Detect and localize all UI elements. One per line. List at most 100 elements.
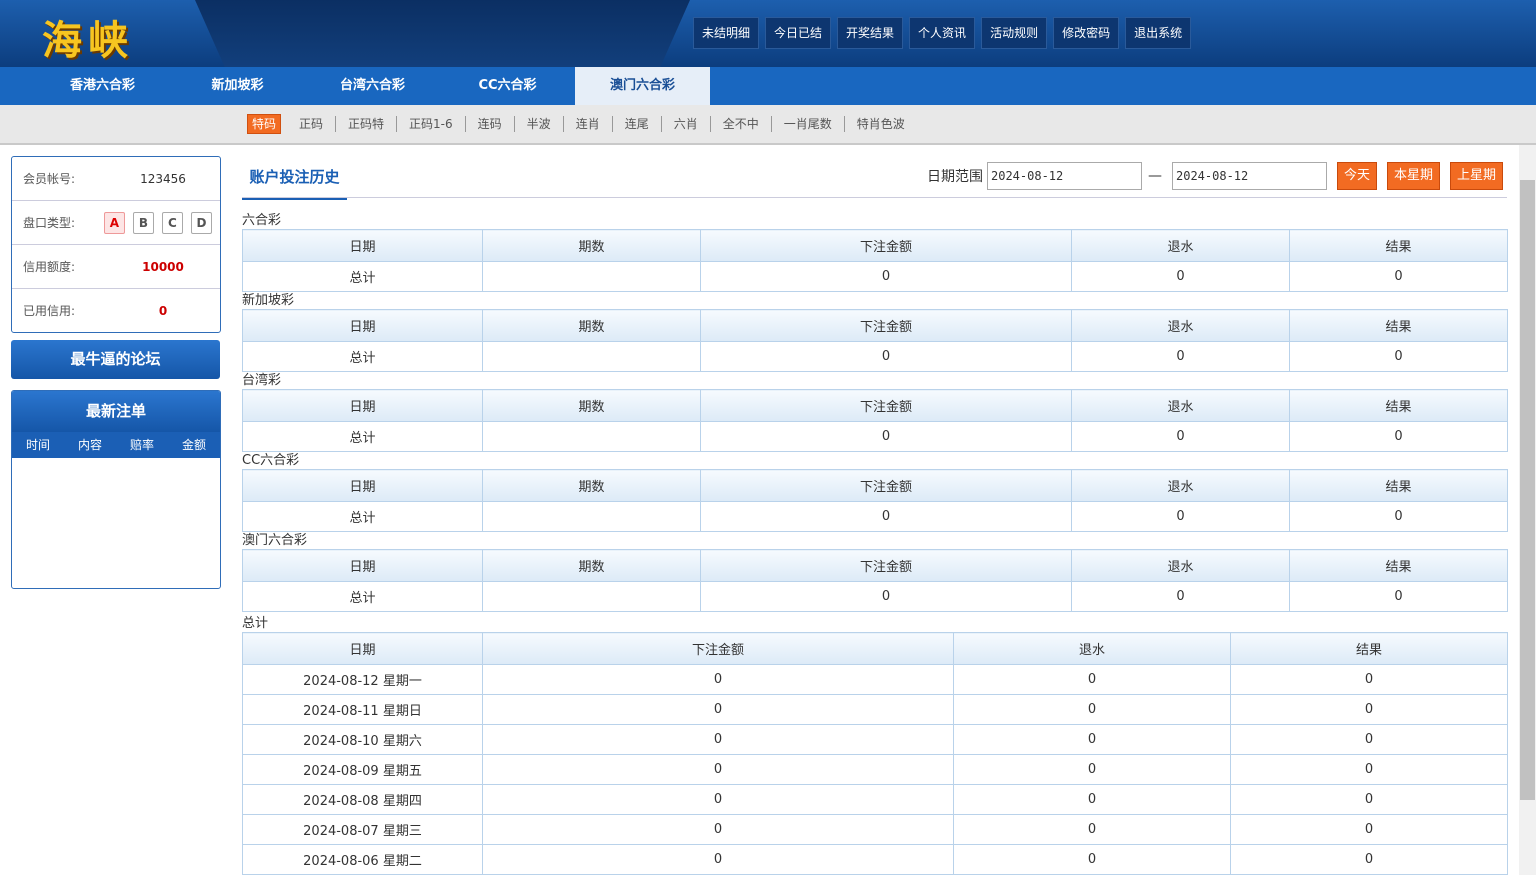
- info-label: 已用信用:: [23, 304, 76, 318]
- cell: 0: [1289, 421, 1508, 452]
- column-header: 下注金额: [700, 469, 1072, 502]
- cell: 0: [1230, 814, 1508, 845]
- table: 日期 下注金额 退水 结果 2024-08-12 星期一 0 0 0 2024-08-11 星期…: [242, 632, 1508, 875]
- main-title: 账户投注历史: [242, 160, 347, 200]
- scroll-thumb[interactable]: [1520, 180, 1535, 800]
- divider: [242, 197, 1507, 198]
- forum-button[interactable]: 最牛逼的论坛: [11, 340, 220, 379]
- info-value: 10000: [142, 259, 184, 274]
- cell: 0: [1230, 724, 1508, 755]
- column-header: 期数: [482, 309, 701, 342]
- tab[interactable]: CC六合彩: [478, 78, 537, 93]
- cell: 总计: [242, 581, 483, 612]
- row: 2024-08-09 星期五 0 0 0: [242, 754, 1508, 785]
- info-row: 盘口类型: A B C D: [12, 201, 220, 245]
- cell: 0: [953, 724, 1231, 755]
- cell: 0: [953, 694, 1231, 725]
- column-header: 日期: [242, 549, 483, 582]
- latest-columns: 时间 内容 赔率 金额: [12, 432, 220, 458]
- cell: 2024-08-07 星期三: [242, 814, 483, 845]
- plate-option[interactable]: D: [190, 211, 212, 234]
- column-header: 结果: [1289, 229, 1508, 262]
- cell: 0: [482, 784, 954, 815]
- row: 2024-08-08 星期四 0 0 0: [242, 784, 1508, 815]
- column-header: 下注金额: [700, 389, 1072, 422]
- sub-tab[interactable]: 一肖尾数: [772, 116, 845, 132]
- column-header: 下注金额: [700, 549, 1072, 582]
- range-button[interactable]: 本星期: [1387, 162, 1441, 190]
- menu-item[interactable]: 退出系统: [1125, 17, 1192, 49]
- sub-tab[interactable]: 连尾: [613, 116, 662, 132]
- cell: 0: [1289, 501, 1508, 532]
- plate-option[interactable]: B: [132, 211, 154, 234]
- menu-item[interactable]: 修改密码: [1053, 17, 1120, 49]
- plate-option[interactable]: C: [161, 211, 183, 234]
- header-row: 日期 期数 下注金额 退水 结果: [242, 469, 1508, 502]
- cell: 0: [482, 814, 954, 845]
- cell: 2024-08-09 星期五: [242, 754, 483, 785]
- table: 日期 期数 下注金额 退水 结果 总计 0 0 0: [242, 229, 1508, 292]
- menu-item[interactable]: 开奖结果: [837, 17, 904, 49]
- menu-item[interactable]: 活动规则: [981, 17, 1048, 49]
- cell: 0: [482, 694, 954, 725]
- sub-tab[interactable]: 正码特: [336, 116, 398, 132]
- sub-tab[interactable]: 特码: [247, 114, 282, 134]
- cell: 0: [1230, 664, 1508, 695]
- column-header: 期数: [482, 229, 701, 262]
- section-name: CC六合彩: [242, 453, 300, 468]
- cell: [482, 341, 701, 372]
- sub-tab[interactable]: 半波: [515, 116, 564, 132]
- cell: 2024-08-12 星期一: [242, 664, 483, 695]
- column-header: 日期: [242, 229, 483, 262]
- menu-item[interactable]: 今日已结: [765, 17, 832, 49]
- range-button[interactable]: 今天: [1337, 162, 1378, 190]
- total-row: 总计 0 0 0: [242, 501, 1508, 532]
- cell: 0: [1289, 341, 1508, 372]
- tab[interactable]: 澳门六合彩: [575, 67, 710, 105]
- range-button[interactable]: 上星期: [1450, 162, 1504, 190]
- date-input[interactable]: 2024-08-12: [987, 162, 1142, 190]
- tab[interactable]: 台湾六合彩: [339, 78, 405, 93]
- table: 日期 期数 下注金额 退水 结果 总计 0 0 0: [242, 549, 1508, 612]
- cell: [482, 261, 701, 292]
- cell: 0: [953, 784, 1231, 815]
- column-header: 时间: [25, 438, 50, 452]
- menu-item[interactable]: 个人资讯: [909, 17, 976, 49]
- plate-option[interactable]: A: [103, 211, 125, 234]
- row: 2024-08-06 星期二 0 0 0: [242, 844, 1508, 875]
- section-name: 六合彩: [242, 213, 282, 228]
- table: 日期 期数 下注金额 退水 结果 总计 0 0 0: [242, 389, 1508, 452]
- column-header: 退水: [1071, 229, 1290, 262]
- sub-tab[interactable]: 六肖: [662, 116, 711, 132]
- date-input[interactable]: 2024-08-12: [1172, 162, 1327, 190]
- total-row: 总计 0 0 0: [242, 581, 1508, 612]
- menu-item[interactable]: 未结明细: [693, 17, 760, 49]
- tab[interactable]: 香港六合彩: [69, 78, 135, 93]
- cell: [482, 421, 701, 452]
- info-row: 信用额度: 10000: [12, 245, 220, 289]
- info-label: 信用额度:: [23, 260, 76, 274]
- column-header: 内容: [77, 438, 102, 452]
- info-row: 会员帐号: 123456: [12, 157, 220, 201]
- sub-tab[interactable]: 全不中: [711, 116, 772, 132]
- total-row: 总计 0 0 0: [242, 261, 1508, 292]
- tab[interactable]: 新加坡彩: [211, 78, 264, 93]
- column-header: 下注金额: [482, 632, 954, 665]
- section-name: 总计: [242, 616, 269, 631]
- column-header: 退水: [1071, 309, 1290, 342]
- sub-tab[interactable]: 正码1-6: [397, 116, 466, 132]
- info-row: 已用信用: 0: [12, 289, 220, 332]
- total-row: 总计 0 0 0: [242, 341, 1508, 372]
- section-name: 台湾彩: [242, 373, 282, 388]
- logo[interactable]: 海峡: [42, 18, 134, 64]
- cell: 总计: [242, 261, 483, 292]
- sub-tab[interactable]: 连码: [466, 116, 515, 132]
- cell: 0: [1230, 754, 1508, 785]
- column-header: 日期: [242, 309, 483, 342]
- info-value: 0: [158, 303, 168, 318]
- sub-tab[interactable]: 正码: [287, 116, 337, 132]
- cell: 2024-08-08 星期四: [242, 784, 483, 815]
- sub-tab[interactable]: 连肖: [564, 116, 613, 132]
- sub-tab[interactable]: 特肖色波: [856, 117, 905, 131]
- separator: —: [1148, 168, 1162, 184]
